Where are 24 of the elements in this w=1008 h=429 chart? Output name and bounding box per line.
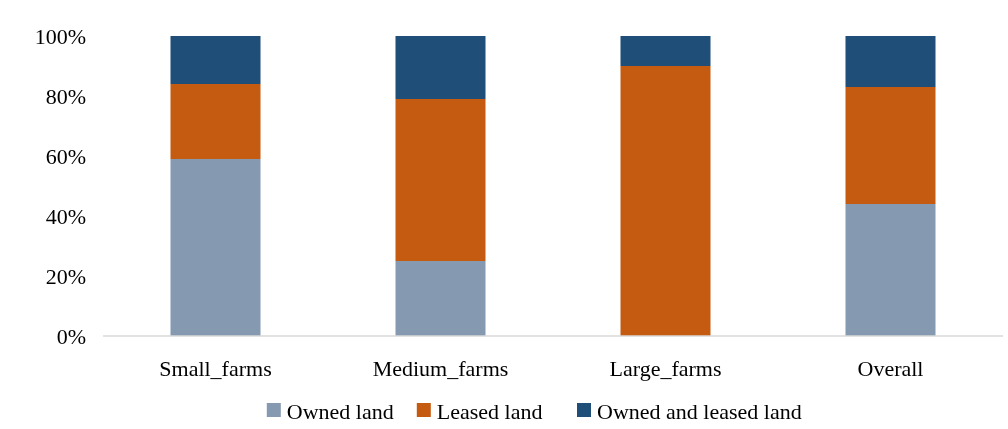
x-tick-label: Small_farms xyxy=(159,356,272,381)
bar xyxy=(845,204,936,336)
bar xyxy=(170,36,261,84)
x-tick-label: Medium_farms xyxy=(372,356,509,381)
legend-label: Leased land xyxy=(436,398,543,424)
y-tick-label: 100% xyxy=(34,23,86,49)
y-tick-label: 60% xyxy=(45,143,86,169)
legend-label: Owned and leased land xyxy=(597,398,802,424)
bar xyxy=(170,84,261,159)
y-tick-label: 40% xyxy=(45,203,86,229)
y-tick-label: 80% xyxy=(45,83,86,109)
y-tick-label: 0% xyxy=(56,323,86,349)
bar xyxy=(620,36,711,66)
bar xyxy=(845,87,936,204)
bar xyxy=(395,36,486,99)
y-tick-label: 20% xyxy=(45,263,86,289)
bar xyxy=(395,99,486,261)
x-tick-label: Overall xyxy=(857,356,924,381)
bar xyxy=(845,36,936,87)
bar xyxy=(170,159,261,336)
legend-label: Owned land xyxy=(286,398,394,424)
bar xyxy=(620,66,711,336)
x-tick-label: Large_farms xyxy=(609,356,722,381)
bar xyxy=(395,261,486,336)
